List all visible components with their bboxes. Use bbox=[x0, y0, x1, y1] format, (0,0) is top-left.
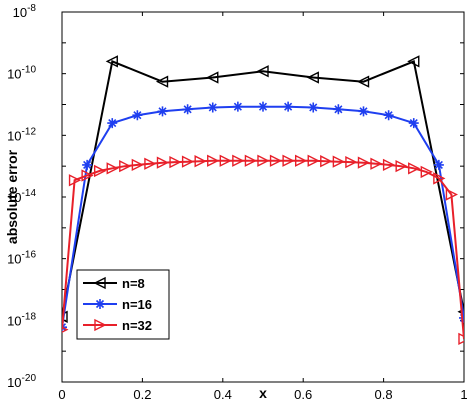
data-point bbox=[257, 154, 270, 167]
data-point bbox=[420, 165, 433, 179]
data-point bbox=[357, 156, 371, 169]
legend-label: n=8 bbox=[122, 276, 145, 291]
series-2 bbox=[62, 101, 464, 333]
series-1 bbox=[62, 55, 464, 323]
y-axis-label: absolute error bbox=[4, 149, 20, 244]
data-point bbox=[282, 154, 295, 167]
data-point bbox=[155, 75, 169, 88]
legend-item: n=8 bbox=[83, 276, 145, 291]
series-layer bbox=[62, 55, 464, 346]
data-point bbox=[433, 159, 444, 170]
data-point bbox=[207, 154, 220, 167]
y-tick-label: 10-12 bbox=[7, 126, 36, 143]
data-point bbox=[95, 299, 105, 309]
data-point bbox=[308, 102, 319, 113]
data-point bbox=[182, 104, 193, 115]
data-point bbox=[407, 55, 420, 68]
data-point bbox=[345, 156, 358, 169]
data-point bbox=[370, 157, 383, 170]
data-point bbox=[383, 110, 394, 121]
data-point bbox=[207, 102, 218, 113]
data-point bbox=[132, 110, 143, 121]
data-point bbox=[105, 55, 118, 68]
data-point bbox=[93, 276, 106, 290]
data-point bbox=[194, 155, 207, 168]
data-point bbox=[333, 104, 344, 115]
series-3 bbox=[62, 154, 464, 346]
x-tick-label: 0.6 bbox=[294, 387, 312, 402]
data-point bbox=[320, 155, 333, 168]
data-point bbox=[131, 158, 144, 172]
data-point bbox=[107, 118, 118, 129]
legend-label: n=32 bbox=[122, 318, 152, 333]
data-point bbox=[256, 65, 269, 78]
legend-item: n=32 bbox=[83, 318, 152, 333]
x-tick-label: 1 bbox=[460, 387, 467, 402]
y-tick-label: 10-20 bbox=[7, 373, 36, 390]
data-point bbox=[459, 312, 464, 323]
axes: 0 0.2 0.4 0.6 0.8 110-2010-1810-1610-1410-121… bbox=[7, 3, 468, 402]
y-tick-label: 10-10 bbox=[7, 65, 36, 82]
data-point bbox=[81, 169, 94, 182]
data-point bbox=[206, 71, 219, 84]
data-point bbox=[382, 158, 396, 172]
data-point bbox=[219, 154, 232, 167]
data-point bbox=[283, 101, 294, 112]
legend-item: n=16 bbox=[83, 297, 152, 312]
data-point bbox=[157, 106, 168, 117]
data-point bbox=[82, 159, 93, 170]
series-line bbox=[62, 60, 464, 317]
data-point bbox=[433, 172, 446, 185]
legend: n=8 n=16 n=32 bbox=[76, 269, 170, 340]
data-point bbox=[458, 332, 464, 346]
x-tick-label: 0.8 bbox=[375, 387, 393, 402]
data-point bbox=[119, 160, 132, 173]
data-point bbox=[169, 156, 182, 169]
data-point bbox=[294, 154, 308, 167]
data-point bbox=[106, 162, 119, 175]
x-axis-label: x bbox=[259, 385, 267, 401]
x-tick-label: 0 bbox=[58, 387, 65, 402]
data-point bbox=[94, 318, 107, 332]
data-point bbox=[156, 156, 170, 169]
data-point bbox=[408, 162, 421, 175]
data-point bbox=[232, 154, 245, 167]
data-point bbox=[68, 174, 82, 187]
data-point bbox=[232, 101, 243, 112]
data-point bbox=[332, 155, 345, 168]
y-tick-label: 10-18 bbox=[7, 311, 36, 328]
data-point bbox=[269, 154, 283, 167]
data-point bbox=[445, 188, 459, 201]
data-point bbox=[181, 155, 195, 168]
y-tick-label: 10-8 bbox=[13, 3, 37, 20]
data-point bbox=[395, 160, 408, 173]
data-point bbox=[244, 154, 258, 167]
x-tick-label: 0.2 bbox=[133, 387, 151, 402]
data-point bbox=[93, 164, 107, 178]
data-point bbox=[62, 310, 68, 323]
data-point bbox=[356, 75, 370, 88]
data-point bbox=[144, 157, 157, 170]
data-point bbox=[307, 154, 320, 167]
data-point bbox=[408, 118, 419, 129]
x-tick-label: 0.4 bbox=[214, 387, 232, 402]
data-point bbox=[358, 106, 369, 117]
data-point bbox=[258, 101, 268, 112]
data-point bbox=[306, 71, 319, 84]
legend-label: n=16 bbox=[122, 297, 152, 312]
y-tick-label: 10-16 bbox=[7, 250, 36, 267]
